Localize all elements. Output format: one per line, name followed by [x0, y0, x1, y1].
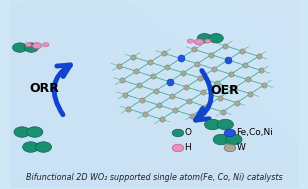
Circle shape [224, 129, 236, 137]
Circle shape [13, 43, 27, 52]
Circle shape [209, 33, 223, 43]
Circle shape [24, 43, 38, 52]
Circle shape [14, 127, 30, 137]
Circle shape [172, 129, 184, 137]
Circle shape [32, 43, 42, 49]
Circle shape [205, 119, 221, 130]
Text: OER: OER [210, 84, 239, 97]
Circle shape [217, 119, 233, 130]
Text: H: H [184, 143, 191, 153]
Circle shape [197, 33, 212, 43]
Circle shape [187, 39, 193, 43]
Text: O: O [184, 129, 191, 137]
Circle shape [35, 142, 51, 152]
Circle shape [205, 39, 211, 43]
Circle shape [194, 39, 204, 45]
Circle shape [213, 134, 229, 145]
Circle shape [172, 144, 184, 152]
Circle shape [25, 43, 32, 47]
Circle shape [226, 134, 242, 145]
Text: Bifunctional 2D WO₂ supported single atom(Fe, Co, Ni) catalysts: Bifunctional 2D WO₂ supported single ato… [26, 174, 282, 183]
Text: W: W [236, 143, 245, 153]
Circle shape [43, 43, 49, 47]
Text: ORR: ORR [29, 82, 59, 95]
Circle shape [224, 144, 236, 152]
Text: Fe,Co,Ni: Fe,Co,Ni [236, 129, 273, 137]
Circle shape [27, 127, 43, 137]
Circle shape [23, 142, 39, 152]
